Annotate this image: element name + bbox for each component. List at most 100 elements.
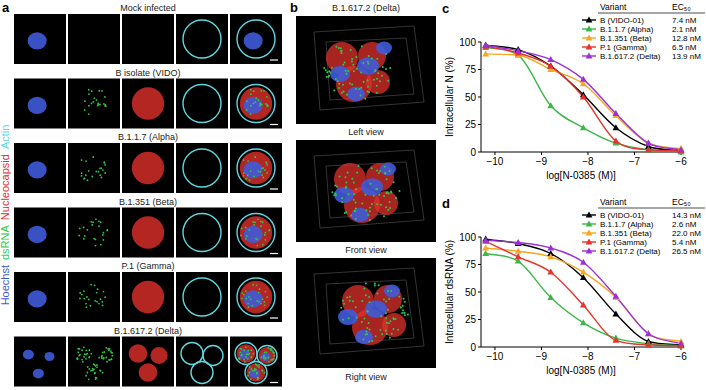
data-point bbox=[547, 102, 554, 108]
data-point bbox=[580, 76, 587, 82]
data-point bbox=[547, 63, 554, 69]
dsrna-spot bbox=[87, 179, 89, 181]
x-tick bbox=[634, 152, 635, 155]
y-tick-label: 75 bbox=[465, 64, 477, 75]
nucleocapsid-stain bbox=[132, 281, 164, 313]
dsrna-spot bbox=[250, 93, 252, 95]
dsrna-spot bbox=[266, 104, 268, 106]
panel-label: d bbox=[442, 196, 450, 211]
micrograph-background bbox=[176, 143, 228, 193]
dsrna-spot bbox=[351, 60, 353, 62]
dsrna-spot bbox=[83, 290, 85, 292]
dsrna-spot bbox=[252, 221, 254, 223]
dsrna-spot bbox=[102, 352, 104, 354]
dsrna-spot bbox=[84, 109, 86, 111]
micrograph-background bbox=[230, 14, 282, 64]
dsrna-spot bbox=[385, 317, 387, 319]
dsrna-spot bbox=[380, 204, 382, 206]
dsrna-spot bbox=[249, 179, 251, 181]
data-point bbox=[482, 244, 489, 250]
dsrna-spot bbox=[92, 156, 94, 158]
dsrna-spot bbox=[103, 357, 105, 359]
dsrna-spot bbox=[360, 71, 362, 73]
dsrna-spot bbox=[354, 210, 356, 212]
dsrna-spot bbox=[264, 352, 266, 354]
dsrna-spot bbox=[366, 327, 368, 329]
dsrna-spot bbox=[342, 64, 344, 66]
legend-value: 12.8 nM bbox=[672, 34, 701, 43]
dsrna-spot bbox=[93, 369, 95, 371]
dsrna-spot bbox=[266, 172, 268, 174]
dsrna-spot bbox=[376, 92, 378, 94]
dsrna-spot bbox=[345, 70, 347, 72]
legend-marker bbox=[586, 238, 593, 244]
dsrna-spot bbox=[397, 329, 399, 331]
x-tick-label: −6 bbox=[675, 156, 687, 167]
dsrna-spot bbox=[253, 90, 255, 92]
dsrna-spot bbox=[363, 81, 365, 83]
nucleocapsid-stain bbox=[132, 216, 164, 248]
dsrna-spot bbox=[95, 171, 97, 173]
dsrna-spot bbox=[250, 113, 252, 115]
dsrna-spot bbox=[355, 56, 357, 58]
legend-value: 13.9 nM bbox=[672, 52, 701, 61]
legend-value-title: EC₅₀ bbox=[672, 2, 691, 12]
dsrna-spot bbox=[403, 312, 405, 314]
dsrna-spot bbox=[256, 284, 258, 286]
micrograph-background bbox=[122, 337, 174, 387]
dsrna-spot bbox=[93, 97, 95, 99]
dsrna-spot bbox=[103, 291, 105, 293]
x-tick-label: −7 bbox=[629, 351, 641, 362]
dsrna-spot bbox=[331, 67, 333, 69]
nucleus-stain bbox=[347, 87, 365, 101]
dsrna-spot bbox=[266, 296, 268, 298]
dsrna-spot bbox=[362, 62, 364, 64]
dsrna-spot bbox=[96, 301, 98, 303]
row-title: B.1.1.7 (Alpha) bbox=[118, 132, 178, 142]
chart: d0255075100−10−9−8−7−6log[N-0385 (M)]Int… bbox=[442, 196, 705, 376]
nucleocapsid-stain bbox=[129, 344, 148, 363]
dsrna-spot bbox=[86, 372, 88, 374]
dsrna-spot bbox=[403, 298, 405, 300]
dsrna-spot bbox=[390, 192, 392, 194]
dsrna-spot bbox=[100, 370, 102, 372]
dsrna-spot bbox=[78, 355, 80, 357]
dsrna-spot bbox=[252, 353, 254, 355]
scale-bar bbox=[270, 188, 278, 189]
dsrna-spot bbox=[240, 235, 242, 237]
dsrna-spot bbox=[241, 354, 243, 356]
nucleus-stain bbox=[244, 97, 263, 114]
legend-value: 26.5 nM bbox=[672, 247, 701, 256]
dsrna-spot bbox=[402, 309, 404, 311]
dsrna-spot bbox=[260, 357, 262, 359]
dsrna-spot bbox=[340, 52, 342, 54]
dsrna-spot bbox=[376, 58, 378, 60]
data-point bbox=[645, 146, 652, 152]
dsrna-spot bbox=[263, 357, 265, 359]
dsrna-spot bbox=[273, 355, 275, 357]
dsrna-spot bbox=[335, 46, 337, 48]
dsrna-spot bbox=[387, 290, 389, 292]
micrograph bbox=[14, 208, 66, 258]
dsrna-spot bbox=[356, 316, 358, 318]
micrograph bbox=[14, 14, 66, 64]
dsrna-spot bbox=[264, 304, 266, 306]
y-axis-label: Intracellular dsRNA (%) bbox=[444, 240, 455, 344]
nucleus-stain bbox=[249, 369, 260, 379]
dsrna-spot bbox=[104, 296, 106, 298]
dsrna-spot bbox=[104, 164, 106, 166]
dsrna-spot bbox=[101, 355, 103, 357]
dsrna-spot bbox=[81, 349, 83, 351]
x-tick bbox=[494, 152, 495, 155]
data-point bbox=[482, 250, 489, 256]
dsrna-spot bbox=[385, 330, 387, 332]
dsrna-spot bbox=[255, 97, 257, 99]
dsrna-spot bbox=[341, 197, 343, 199]
data-point bbox=[678, 340, 685, 346]
data-point bbox=[482, 237, 489, 243]
micrograph-background bbox=[230, 143, 282, 193]
dsrna-spot bbox=[384, 173, 386, 175]
x-tick bbox=[541, 347, 542, 350]
legend-marker bbox=[586, 220, 593, 226]
dsrna-spot bbox=[88, 349, 90, 351]
